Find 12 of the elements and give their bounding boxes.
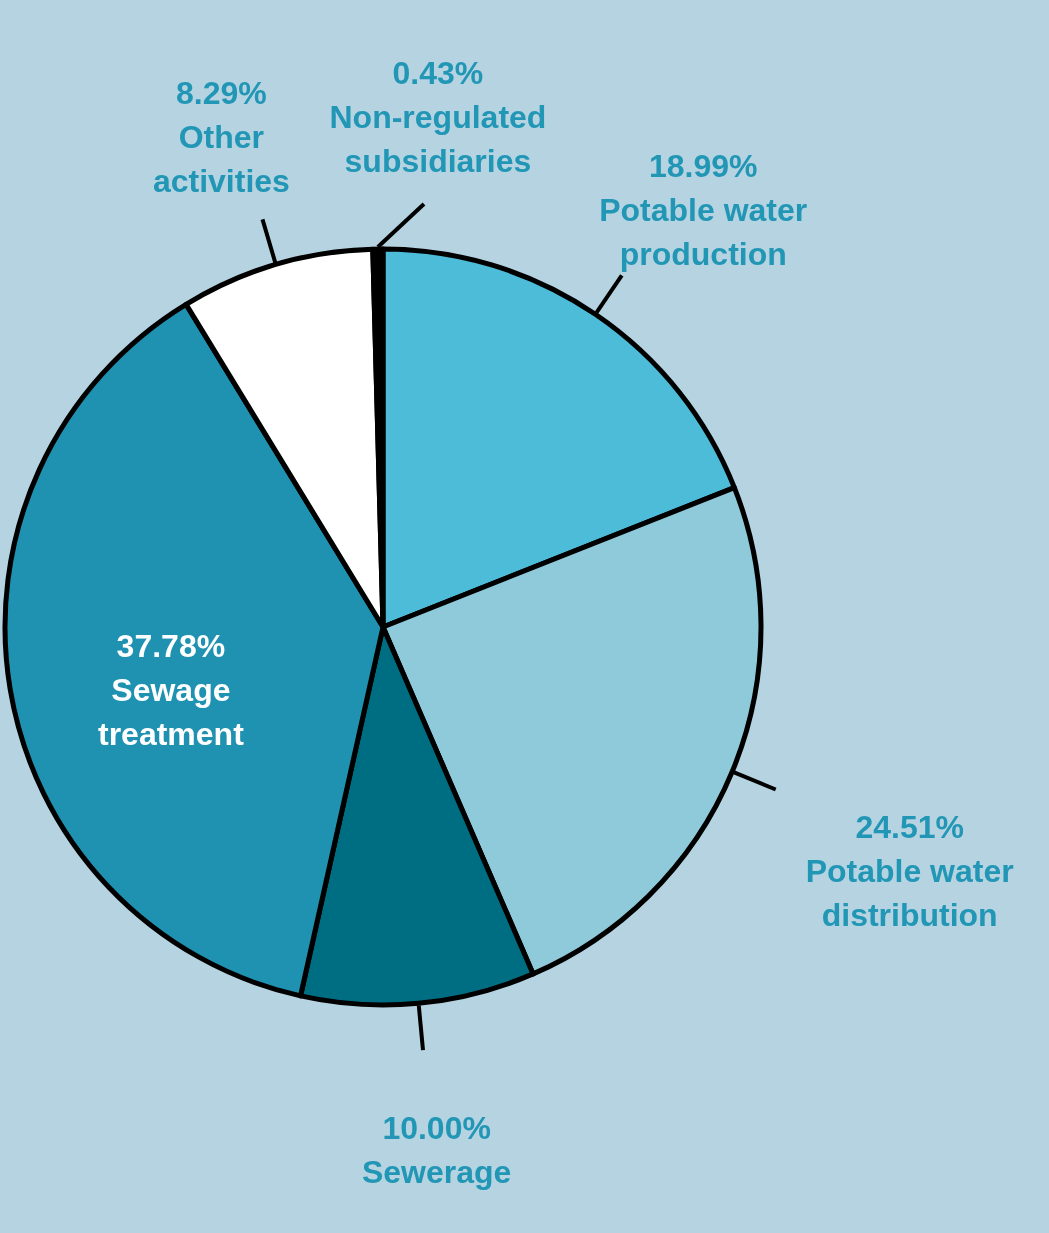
data-label: 10.00% (382, 1109, 491, 1146)
slice-label: Other activities (152, 118, 290, 199)
data-label: 24.51% (855, 809, 964, 846)
data-label: 18.99% (648, 148, 758, 185)
slice-label: Potable water production (599, 192, 808, 273)
slice-label: Non-regulated subsidiaries (329, 98, 547, 179)
slice-label: Sewerage (361, 1153, 512, 1190)
data-label: 8.29% (176, 74, 267, 111)
data-label: 0.43% (392, 54, 484, 91)
data-label: 37.78% (116, 628, 226, 665)
slice-label: Potable water distribution (805, 853, 1014, 934)
slice-label: Sewage treatment (97, 672, 245, 753)
